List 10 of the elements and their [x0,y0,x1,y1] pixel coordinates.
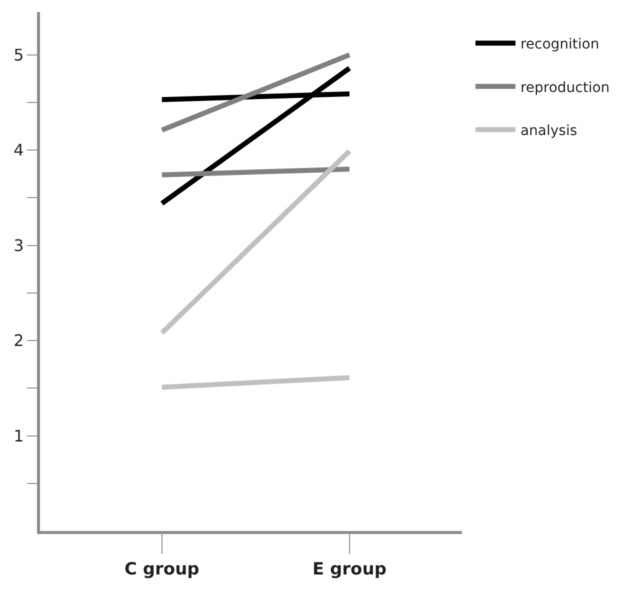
y-tick-label: 2 [14,331,24,350]
legend-label: recognition [520,36,600,53]
legend-label: reproduction [520,80,610,96]
x-tick-label: C group [124,559,200,580]
y-tick-label: 4 [14,140,24,160]
legend-label: analysis [520,123,578,140]
x-tick-label: E group [312,559,386,580]
y-tick-label: 5 [14,45,24,64]
y-tick-label: 3 [14,236,24,255]
y-tick-label: 1 [14,426,24,446]
